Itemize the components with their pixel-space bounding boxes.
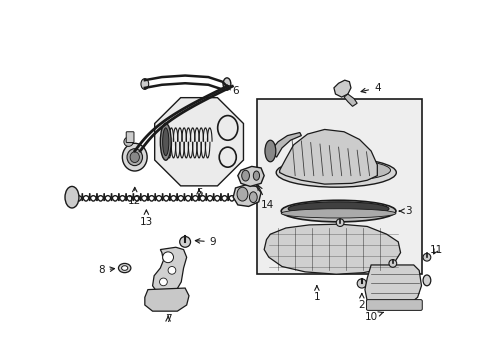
- Text: 7: 7: [164, 314, 171, 324]
- Circle shape: [168, 266, 176, 274]
- Text: 4: 4: [360, 83, 380, 93]
- Polygon shape: [264, 224, 400, 274]
- Polygon shape: [154, 98, 243, 186]
- Ellipse shape: [249, 192, 257, 203]
- Circle shape: [422, 253, 430, 261]
- Circle shape: [159, 278, 167, 286]
- Ellipse shape: [122, 266, 127, 270]
- Bar: [257, 99, 421, 274]
- Ellipse shape: [241, 170, 249, 181]
- Ellipse shape: [163, 128, 168, 156]
- Circle shape: [336, 219, 343, 226]
- Text: 6: 6: [227, 85, 238, 96]
- Circle shape: [123, 137, 133, 147]
- Polygon shape: [279, 130, 377, 184]
- Circle shape: [388, 260, 396, 267]
- Ellipse shape: [282, 159, 390, 181]
- Polygon shape: [237, 166, 264, 186]
- Ellipse shape: [130, 152, 139, 163]
- FancyBboxPatch shape: [126, 132, 134, 143]
- Polygon shape: [144, 288, 189, 311]
- Ellipse shape: [65, 186, 79, 208]
- Polygon shape: [152, 247, 186, 296]
- Polygon shape: [270, 132, 301, 157]
- Polygon shape: [233, 185, 261, 206]
- Ellipse shape: [281, 200, 395, 222]
- Ellipse shape: [122, 143, 147, 171]
- Ellipse shape: [141, 78, 148, 89]
- Polygon shape: [364, 265, 421, 308]
- Circle shape: [179, 237, 190, 247]
- Ellipse shape: [264, 140, 275, 162]
- Text: 1: 1: [313, 286, 320, 302]
- Text: 13: 13: [140, 210, 153, 227]
- Ellipse shape: [160, 123, 171, 160]
- Text: 14: 14: [258, 185, 273, 210]
- Ellipse shape: [127, 149, 142, 166]
- Text: 11: 11: [429, 244, 442, 255]
- Ellipse shape: [422, 275, 430, 286]
- Circle shape: [356, 279, 366, 288]
- Text: 2: 2: [358, 294, 365, 310]
- Ellipse shape: [237, 187, 247, 201]
- Text: 5: 5: [195, 188, 202, 198]
- FancyBboxPatch shape: [366, 300, 422, 310]
- Text: 8: 8: [98, 265, 114, 275]
- Text: 3: 3: [399, 206, 411, 216]
- Ellipse shape: [253, 171, 259, 180]
- Ellipse shape: [281, 209, 395, 218]
- Text: 12: 12: [128, 187, 141, 206]
- Ellipse shape: [276, 158, 395, 187]
- Text: 9: 9: [195, 237, 216, 247]
- Polygon shape: [343, 94, 356, 106]
- Ellipse shape: [118, 264, 131, 273]
- Text: 10: 10: [364, 311, 383, 321]
- Circle shape: [163, 252, 173, 263]
- Polygon shape: [333, 80, 350, 97]
- Ellipse shape: [287, 202, 388, 216]
- Ellipse shape: [223, 78, 230, 90]
